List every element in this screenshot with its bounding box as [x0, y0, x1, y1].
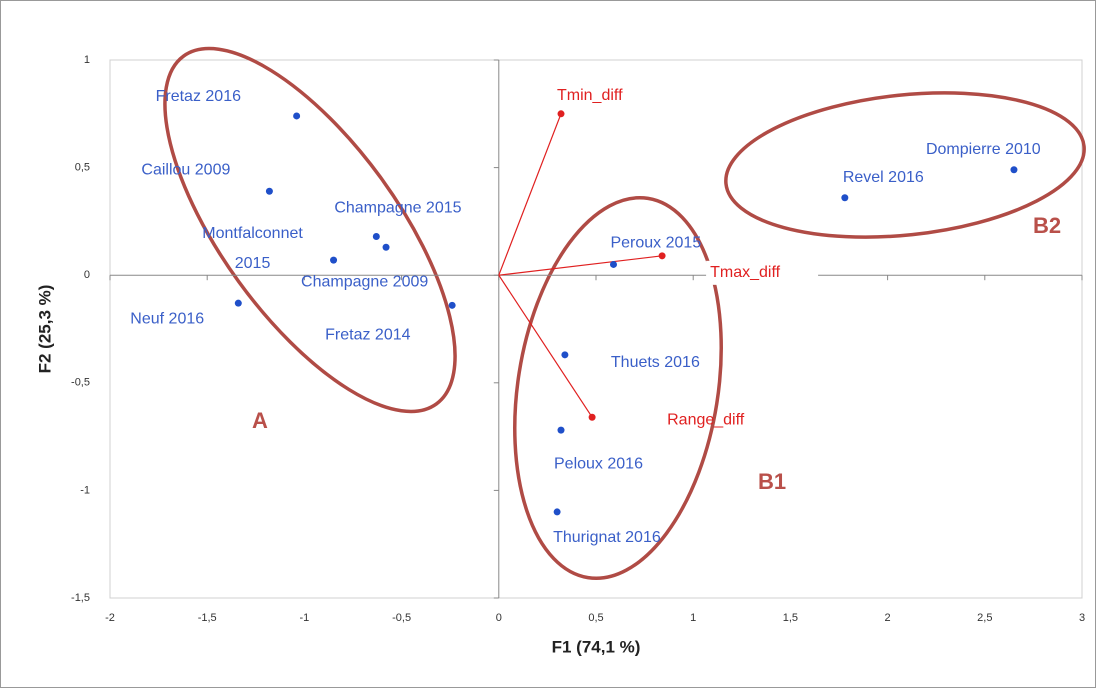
observation-point [557, 426, 565, 434]
x-tick-label: -0,5 [392, 612, 411, 624]
variable-vector [498, 255, 663, 276]
x-tick-label: 0,5 [588, 612, 603, 624]
observation-label: Caillou 2009 [141, 161, 230, 178]
variable-point [557, 110, 565, 118]
observation-label: Champagne 2015 [334, 200, 461, 217]
ellipse-b1 [513, 195, 723, 581]
observation-point [553, 508, 561, 516]
observation-label: Fretaz 2016 [156, 88, 241, 105]
x-tick-label: 0 [496, 612, 502, 624]
y-tick-label: 1 [84, 54, 90, 66]
y-tick-label: -0,5 [71, 377, 90, 389]
observation-point [448, 301, 456, 309]
observation-label: Champagne 2009 [301, 273, 428, 290]
group-label: B1 [758, 469, 786, 494]
plot-area [109, 59, 1083, 599]
observation-point [372, 232, 380, 240]
observation-label: Fretaz 2014 [325, 327, 410, 344]
variable-vector [498, 274, 593, 418]
y-tick-label: 0,5 [75, 162, 90, 174]
y-axis-title: F2 (25,3 %) [35, 285, 54, 374]
observation-label: Dompierre 2010 [926, 141, 1041, 158]
group-label: B2 [1033, 213, 1061, 238]
observation-point [561, 351, 569, 359]
variable-label: Tmax_diff [710, 264, 781, 281]
x-axis-title: F1 (74,1 %) [552, 637, 641, 656]
x-tick-label: 2 [885, 612, 891, 624]
observation-label: Peloux 2016 [554, 455, 643, 472]
variable-label: Tmin_diff [557, 87, 623, 104]
observation-point [330, 256, 338, 264]
x-tick-label: 1 [690, 612, 696, 624]
y-tick-label: -1 [80, 484, 90, 496]
variable-point [588, 413, 596, 421]
observation-point [382, 243, 390, 251]
x-tick-label: 1,5 [783, 612, 798, 624]
observation-label: Revel 2016 [843, 169, 924, 186]
observation-label: Thurignat 2016 [553, 529, 661, 546]
ellipse-b2 [724, 91, 1086, 239]
observation-point [1010, 166, 1018, 174]
x-tick-label: 2,5 [977, 612, 992, 624]
variable-label: Range_diff [667, 411, 745, 428]
x-tick-label: 3 [1079, 612, 1085, 624]
x-tick-label: -1 [300, 612, 310, 624]
y-tick-label: 0 [84, 269, 90, 281]
observation-point [841, 194, 849, 202]
x-tick-label: -2 [105, 612, 115, 624]
y-tick-label: -1,5 [71, 592, 90, 604]
group-label: A [252, 408, 268, 433]
observation-point [234, 299, 242, 307]
observation-point [265, 187, 273, 195]
label-background [706, 260, 819, 285]
variable-point [658, 252, 666, 260]
observation-label: Thuets 2016 [611, 354, 700, 371]
observation-label: Peroux 2015 [610, 235, 701, 252]
ellipse-a [163, 46, 457, 414]
observation-label: Neuf 2016 [130, 310, 204, 327]
x-tick-label: -1,5 [198, 612, 217, 624]
observation-label: Montfalconnet 2015 [202, 225, 303, 272]
variable-vector [498, 113, 562, 276]
observation-point [609, 260, 617, 268]
observation-point [293, 112, 301, 120]
group-ellipses [163, 46, 1086, 581]
